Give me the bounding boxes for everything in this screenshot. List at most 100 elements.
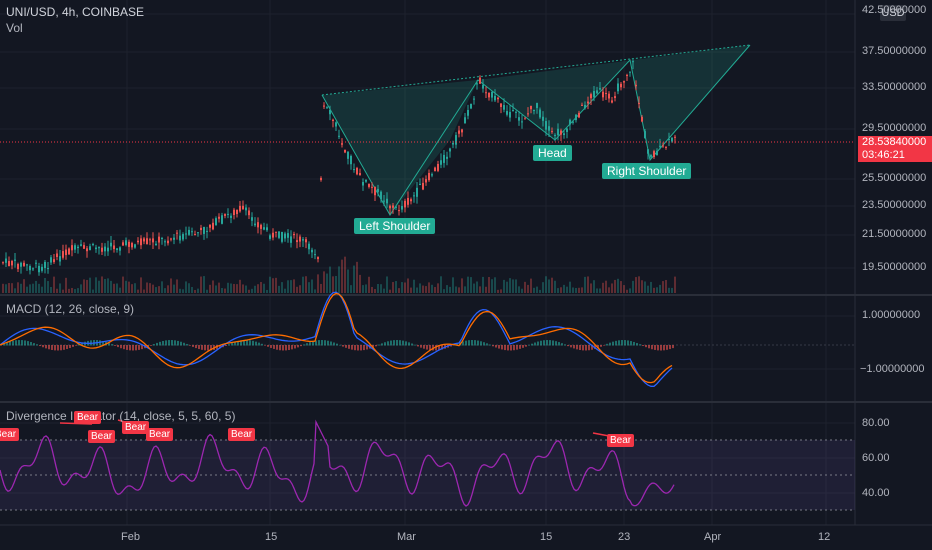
volume-bar <box>572 287 574 293</box>
candle-body <box>671 137 673 142</box>
macd-hist-bar <box>378 344 380 346</box>
divergence-label[interactable]: Divergence Indicator (14, close, 5, 5, 6… <box>6 409 236 423</box>
volume-bar <box>359 274 361 293</box>
macd-hist-bar <box>663 345 665 351</box>
candle-body <box>332 119 334 121</box>
macd-hist-bar <box>633 341 635 346</box>
macd-hist-bar <box>597 345 599 348</box>
macd-hist-bar <box>162 340 164 346</box>
volume-bar <box>407 278 409 293</box>
candle-body <box>389 205 391 209</box>
volume-bar <box>113 283 115 293</box>
macd-hist-bar <box>267 345 269 347</box>
volume-bar <box>278 285 280 293</box>
macd-hist-bar <box>672 345 674 349</box>
candle-body <box>311 249 313 253</box>
candle-body <box>209 224 211 228</box>
candle-body <box>353 169 355 171</box>
macd-hist-bar <box>600 345 602 347</box>
volume-bar <box>665 279 667 293</box>
macd-hist-bar <box>36 344 38 346</box>
volume-bar <box>542 282 544 293</box>
right-shoulder-label[interactable]: Right Shoulder <box>602 163 692 179</box>
candle-body <box>137 240 139 243</box>
volume-label[interactable]: Vol <box>6 21 23 35</box>
left-shoulder-label[interactable]: Left Shoulder <box>354 218 436 234</box>
candle-body <box>5 258 7 263</box>
macd-hist-bar <box>405 341 407 346</box>
candle-body <box>629 71 631 73</box>
candle-body <box>194 234 196 236</box>
volume-bar <box>398 288 400 293</box>
candle-body <box>173 237 175 240</box>
price-tick: 37.50000000 <box>862 45 927 57</box>
macd-hist-bar <box>417 345 419 347</box>
volume-bar <box>488 277 490 293</box>
head-label[interactable]: Head <box>533 145 572 161</box>
volume-bar <box>308 282 310 293</box>
candle-body <box>248 210 250 216</box>
volume-bar <box>590 283 592 293</box>
candle-body <box>146 238 148 245</box>
candle-body <box>524 118 526 120</box>
macd-hist-bar <box>552 340 554 346</box>
candle-body <box>530 105 532 110</box>
macd-hist-bar <box>303 344 305 346</box>
bear-label[interactable]: Bear <box>74 411 102 424</box>
volume-bar <box>233 283 235 293</box>
candle-body <box>65 249 67 256</box>
candle-body <box>617 83 619 92</box>
volume-bar <box>545 276 547 293</box>
candle-body <box>206 230 208 232</box>
symbol-title[interactable]: UNI/USD, 4h, COINBASE <box>6 5 145 19</box>
bear-label[interactable]: Bear <box>607 434 635 447</box>
macd-hist-bar <box>456 343 458 346</box>
bear-label[interactable]: Bear <box>0 428 20 441</box>
macd-hist-bar <box>165 340 167 346</box>
macd-hist-bar <box>246 340 248 346</box>
candle-body <box>74 245 76 250</box>
volume-bar <box>578 287 580 293</box>
macd-hist-bar <box>549 340 551 346</box>
volume-bar <box>635 277 637 293</box>
macd-hist-bar <box>666 345 668 350</box>
volume-bar <box>20 283 22 293</box>
candle-body <box>35 262 37 264</box>
candle-body <box>539 109 541 118</box>
volume-bar <box>254 285 256 293</box>
candle-body <box>476 83 478 85</box>
macd-hist-bar <box>63 345 65 350</box>
bear-label[interactable]: Bear <box>122 421 150 434</box>
candle-body <box>584 104 586 109</box>
macd-hist-bar <box>528 344 530 346</box>
macd-hist-bar <box>642 345 644 346</box>
macd-hist-bar <box>183 342 185 346</box>
volume-bar <box>14 288 16 293</box>
volume-bar <box>107 278 109 293</box>
macd-label[interactable]: MACD (12, 26, close, 9) <box>6 302 135 316</box>
candle-body <box>575 114 577 121</box>
volume-bar <box>560 287 562 293</box>
bear-label[interactable]: Bear <box>88 430 116 443</box>
volume-bar <box>371 286 373 293</box>
candle-body <box>191 231 193 233</box>
macd-hist-bar <box>342 345 344 347</box>
bear-label[interactable]: Bear <box>228 428 256 441</box>
bear-label[interactable]: Bear <box>146 428 174 441</box>
candle-body <box>377 188 379 192</box>
volume-bar <box>611 283 613 293</box>
macd-hist-bar <box>189 345 191 346</box>
volume-bar <box>155 287 157 293</box>
candle-body <box>290 236 292 243</box>
volume-bar <box>209 284 211 293</box>
volume-bar <box>203 276 205 293</box>
macd-hist-bar <box>237 341 239 346</box>
currency-button[interactable]: USD <box>880 5 906 21</box>
candle-body <box>461 129 463 133</box>
volume-bar <box>656 287 658 293</box>
macd-hist-bar <box>396 340 398 346</box>
candle-body <box>626 74 628 77</box>
volume-bar <box>32 283 34 293</box>
candle-body <box>2 262 4 264</box>
